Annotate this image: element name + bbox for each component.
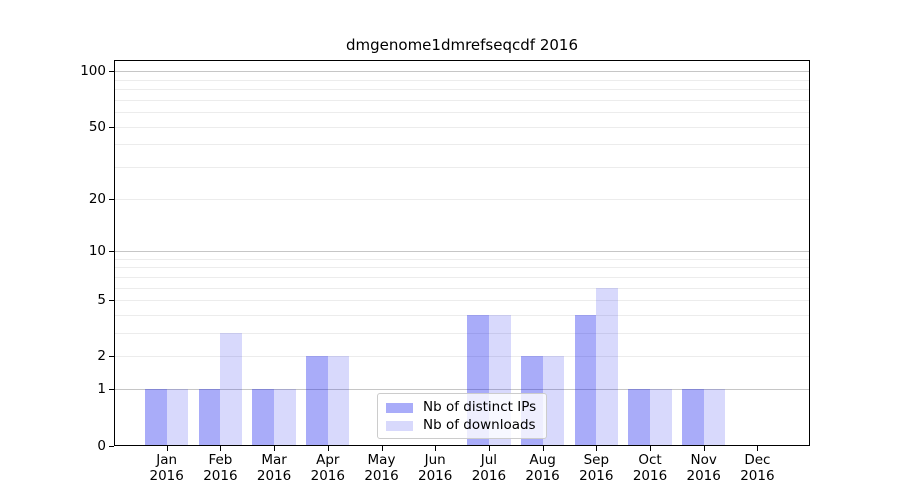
gridline-minor xyxy=(114,99,810,101)
gridline-minor xyxy=(114,89,810,91)
bar-distinct-ips xyxy=(628,389,650,446)
x-tick xyxy=(274,446,276,451)
bar-downloads xyxy=(166,389,189,446)
y-tick xyxy=(109,356,114,358)
x-tick-label: Jan 2016 xyxy=(149,452,184,484)
x-tick xyxy=(488,446,490,451)
bar-distinct-ips xyxy=(574,314,597,446)
bar-distinct-ips xyxy=(145,389,167,446)
y-tick-label: 1 xyxy=(97,381,106,398)
legend-entry-distinct-ips: Nb of distinct IPs xyxy=(386,399,538,415)
gridline-major xyxy=(114,389,810,391)
plot-frame xyxy=(114,60,810,446)
x-tick-label: Sep 2016 xyxy=(579,452,614,484)
legend-entry-downloads: Nb of downloads xyxy=(386,417,538,433)
y-tick xyxy=(109,198,114,200)
y-tick xyxy=(109,300,114,302)
x-tick-label: Aug 2016 xyxy=(525,452,560,484)
bar-downloads xyxy=(650,389,672,446)
y-tick xyxy=(109,389,114,391)
gridline-minor xyxy=(114,126,810,128)
y-tick-label: 20 xyxy=(88,190,106,207)
x-tick-label: Nov 2016 xyxy=(686,452,721,484)
bar-distinct-ips xyxy=(306,356,328,446)
x-tick xyxy=(327,446,329,451)
gridline-minor xyxy=(114,79,810,81)
y-tick xyxy=(109,251,114,253)
legend-swatch-distinct-ips xyxy=(386,402,413,413)
x-tick xyxy=(596,446,598,451)
gridline-minor xyxy=(114,287,810,289)
y-tick-label: 50 xyxy=(88,118,106,135)
x-tick-label: Jun 2016 xyxy=(418,452,453,484)
y-tick-label: 10 xyxy=(88,243,106,260)
x-tick-label: Feb 2016 xyxy=(203,452,238,484)
gridline-minor xyxy=(114,258,810,260)
x-tick xyxy=(381,446,383,451)
y-tick xyxy=(109,445,114,447)
bar-distinct-ips xyxy=(198,389,221,446)
x-tick-label: Apr 2016 xyxy=(310,452,345,484)
y-tick xyxy=(109,126,114,128)
bar-distinct-ips xyxy=(252,389,275,446)
bar-downloads xyxy=(542,356,565,446)
gridline-minor xyxy=(114,267,810,269)
x-tick xyxy=(757,446,759,451)
y-tick-label: 100 xyxy=(80,63,106,80)
y-tick-label: 5 xyxy=(97,292,106,309)
gridline-minor xyxy=(114,333,810,335)
gridline-minor xyxy=(114,144,810,146)
gridline-major xyxy=(114,251,810,253)
x-tick-label: Jul 2016 xyxy=(471,452,507,484)
y-tick-label: 0 xyxy=(97,437,106,454)
bar-downloads xyxy=(703,389,726,446)
legend-label-distinct-ips: Nb of distinct IPs xyxy=(423,399,537,415)
gridline-major xyxy=(114,71,810,73)
x-tick-label: Mar 2016 xyxy=(256,452,292,484)
legend: Nb of distinct IPs Nb of downloads xyxy=(377,393,547,439)
x-tick xyxy=(166,446,168,451)
gridline-minor xyxy=(114,167,810,168)
gridline-minor xyxy=(114,276,810,278)
legend-label-downloads: Nb of downloads xyxy=(423,417,536,433)
x-tick-label: Oct 2016 xyxy=(632,452,668,484)
x-tick xyxy=(542,446,544,451)
gridline-minor xyxy=(114,112,810,114)
x-tick xyxy=(703,446,705,451)
bar-downloads xyxy=(327,356,350,446)
gridline-minor xyxy=(114,300,810,302)
x-tick-label: May 2016 xyxy=(364,452,399,484)
legend-swatch-downloads xyxy=(386,420,413,431)
gridline-minor xyxy=(114,198,810,200)
y-tick xyxy=(109,71,114,73)
bar-distinct-ips xyxy=(682,389,704,446)
x-tick xyxy=(650,446,651,451)
gridline-minor xyxy=(114,314,810,316)
x-tick xyxy=(435,446,437,451)
x-tick-label: Dec 2016 xyxy=(740,452,775,484)
y-tick-label: 2 xyxy=(97,348,106,365)
bar-downloads xyxy=(596,287,618,446)
bar-downloads xyxy=(220,333,243,446)
bar-downloads xyxy=(274,389,296,446)
gridline-minor xyxy=(114,356,810,358)
chart-title: dmgenome1dmrefseqcdf 2016 xyxy=(346,36,578,54)
x-tick xyxy=(220,446,222,451)
